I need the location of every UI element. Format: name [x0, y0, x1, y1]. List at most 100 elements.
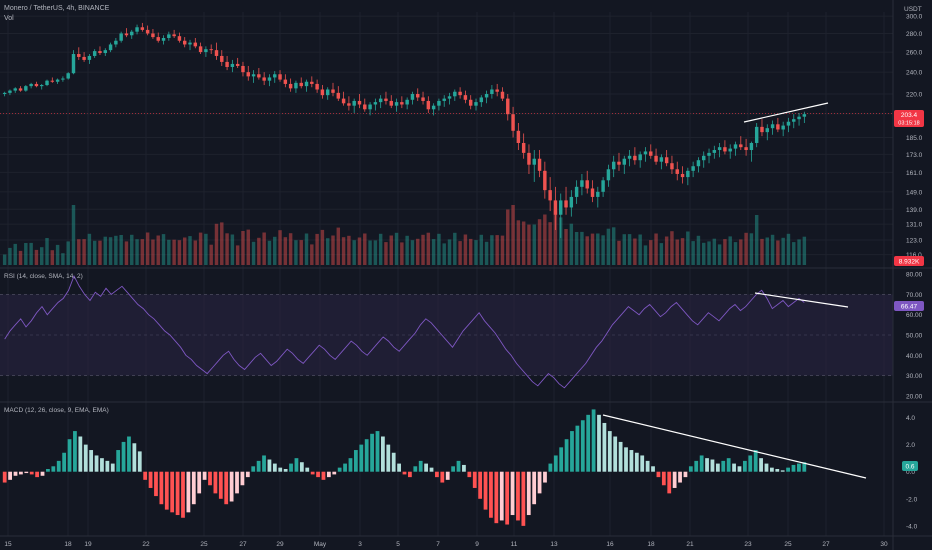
candle-body[interactable] — [389, 100, 393, 106]
rsi-pane[interactable] — [4, 275, 805, 389]
candle-body[interactable] — [283, 79, 288, 84]
candle-body[interactable] — [124, 33, 129, 36]
candle-body[interactable] — [733, 144, 738, 149]
candle-body[interactable] — [596, 191, 600, 197]
candle-body[interactable] — [331, 89, 335, 93]
rsi-line[interactable] — [4, 275, 805, 389]
candle-body[interactable] — [633, 155, 637, 161]
candle-body[interactable] — [193, 42, 198, 47]
candle-body[interactable] — [569, 196, 574, 208]
candle-body[interactable] — [797, 116, 801, 120]
candle-body[interactable] — [378, 98, 383, 103]
candle-body[interactable] — [66, 73, 70, 79]
candle-body[interactable] — [98, 51, 102, 54]
candle-body[interactable] — [442, 98, 446, 101]
candle-body[interactable] — [82, 56, 86, 60]
candle-body[interactable] — [241, 65, 245, 73]
candle-body[interactable] — [8, 90, 12, 93]
candle-body[interactable] — [161, 37, 166, 41]
candle-body[interactable] — [24, 86, 28, 91]
candle-body[interactable] — [537, 158, 542, 171]
candle-body[interactable] — [659, 157, 664, 162]
candle-body[interactable] — [437, 100, 441, 106]
candle-body[interactable] — [521, 142, 526, 153]
candle-body[interactable] — [315, 83, 319, 90]
candle-body[interactable] — [61, 78, 65, 80]
candle-body[interactable] — [468, 99, 473, 106]
candle-body[interactable] — [177, 36, 182, 41]
candle-body[interactable] — [400, 102, 404, 105]
candle-body[interactable] — [765, 128, 770, 133]
candle-body[interactable] — [135, 27, 139, 32]
candle-body[interactable] — [368, 104, 372, 110]
candle-body[interactable] — [384, 98, 388, 101]
candle-body[interactable] — [696, 160, 701, 167]
candle-body[interactable] — [257, 74, 261, 78]
candle-body[interactable] — [606, 169, 611, 181]
candle-body[interactable] — [585, 180, 589, 189]
candle-body[interactable] — [670, 163, 674, 170]
candle-body[interactable] — [754, 126, 759, 143]
price-pane[interactable] — [2, 22, 807, 238]
candle-body[interactable] — [246, 72, 250, 77]
candle-body[interactable] — [426, 100, 431, 110]
candle-body[interactable] — [484, 94, 489, 98]
candle-body[interactable] — [204, 49, 208, 53]
candle-body[interactable] — [638, 154, 642, 161]
candle-body[interactable] — [145, 29, 150, 34]
candle-body[interactable] — [410, 94, 415, 100]
candle-body[interactable] — [723, 147, 727, 152]
candle-body[interactable] — [29, 83, 33, 87]
candle-body[interactable] — [394, 102, 399, 106]
candle-body[interactable] — [77, 54, 81, 57]
candle-body[interactable] — [744, 147, 748, 151]
candle-body[interactable] — [55, 79, 60, 82]
candle-body[interactable] — [543, 170, 547, 191]
candle-body[interactable] — [707, 152, 711, 156]
candle-body[interactable] — [643, 151, 648, 155]
candle-body[interactable] — [140, 27, 145, 30]
candle-body[interactable] — [474, 102, 478, 106]
candle-body[interactable] — [172, 34, 176, 37]
candle-body[interactable] — [251, 74, 256, 77]
candle-body[interactable] — [649, 151, 653, 156]
candle-body[interactable] — [156, 37, 160, 41]
macd-trendline[interactable] — [602, 414, 867, 479]
candle-body[interactable] — [13, 88, 17, 91]
candle-body[interactable] — [617, 161, 621, 165]
rsi-trendline[interactable] — [754, 292, 849, 308]
candle-body[interactable] — [235, 63, 240, 66]
candle-body[interactable] — [352, 100, 356, 106]
candle-body[interactable] — [770, 124, 775, 129]
candle-body[interactable] — [553, 200, 558, 215]
candle-body[interactable] — [559, 200, 563, 215]
candle-body[interactable] — [686, 170, 690, 178]
candle-body[interactable] — [421, 97, 425, 101]
candle-body[interactable] — [781, 125, 785, 130]
candle-body[interactable] — [151, 33, 155, 38]
candle-body[interactable] — [792, 119, 796, 122]
candle-body[interactable] — [273, 74, 277, 78]
candle-body[interactable] — [130, 31, 134, 36]
candle-body[interactable] — [627, 155, 632, 159]
candle-body[interactable] — [447, 96, 452, 99]
candle-body[interactable] — [310, 81, 314, 84]
candle-body[interactable] — [601, 180, 605, 192]
candle-body[interactable] — [739, 144, 743, 148]
candle-body[interactable] — [802, 114, 807, 117]
candle-body[interactable] — [182, 40, 187, 45]
candle-body[interactable] — [262, 77, 266, 81]
candle-body[interactable] — [717, 147, 722, 151]
candle-body[interactable] — [691, 166, 695, 171]
candle-body[interactable] — [680, 173, 685, 178]
candle-body[interactable] — [304, 81, 309, 87]
candle-body[interactable] — [458, 91, 462, 96]
candle-body[interactable] — [611, 161, 616, 170]
candle-body[interactable] — [728, 148, 732, 152]
candle-body[interactable] — [712, 150, 717, 153]
candle-body[interactable] — [45, 80, 49, 86]
candle-body[interactable] — [114, 40, 118, 45]
candle-body[interactable] — [71, 54, 76, 74]
candle-body[interactable] — [341, 98, 346, 104]
price-trendline[interactable] — [743, 102, 829, 123]
